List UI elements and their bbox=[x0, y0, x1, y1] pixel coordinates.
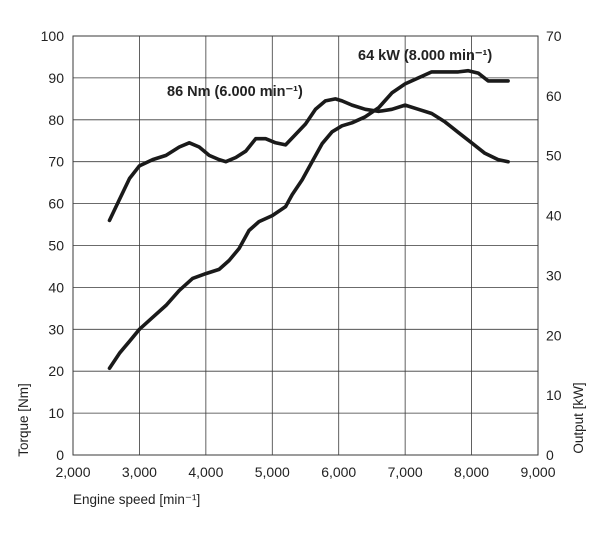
y-tick-label-right: 20 bbox=[546, 327, 562, 343]
y-tick-label-left: 60 bbox=[48, 196, 64, 212]
series-group bbox=[107, 68, 510, 371]
y-axis-title-right: Output [kW] bbox=[571, 382, 586, 453]
plot-frame bbox=[72, 35, 539, 456]
x-tick-label: 4,000 bbox=[188, 464, 223, 480]
y-tick-label-right: 50 bbox=[546, 148, 562, 164]
y-tick-label-left: 70 bbox=[48, 154, 64, 170]
y-tick-label-left: 100 bbox=[41, 28, 65, 44]
grid bbox=[72, 35, 539, 456]
x-tick-label: 5,000 bbox=[255, 464, 290, 480]
y-tick-label-left: 20 bbox=[48, 363, 64, 379]
x-tick-label: 8,000 bbox=[454, 464, 489, 480]
y-tick-label-left: 90 bbox=[48, 70, 64, 86]
y-axis-title-left: Torque [Nm] bbox=[16, 383, 31, 457]
y-tick-label-right: 40 bbox=[546, 208, 562, 224]
y-tick-label-right: 0 bbox=[546, 447, 554, 463]
x-tick-label: 7,000 bbox=[388, 464, 423, 480]
y-tick-label-left: 10 bbox=[48, 405, 64, 421]
power-peak-annotation: 64 kW (8.000 min⁻¹) bbox=[358, 48, 492, 64]
y-tick-label-left: 40 bbox=[48, 279, 64, 295]
y-tick-label-right: 70 bbox=[546, 28, 562, 44]
torque-peak-annotation: 86 Nm (6.000 min⁻¹) bbox=[167, 84, 303, 100]
y-tick-label-left: 0 bbox=[56, 447, 64, 463]
output-line bbox=[107, 68, 510, 371]
y-tick-label-left: 50 bbox=[48, 238, 64, 254]
x-tick-label: 2,000 bbox=[55, 464, 90, 480]
y-tick-label-right: 60 bbox=[546, 88, 562, 104]
x-axis-title: Engine speed [min⁻¹] bbox=[73, 492, 200, 507]
y-tick-label-left: 30 bbox=[48, 321, 64, 337]
y-tick-label-left: 80 bbox=[48, 112, 64, 128]
x-tick-label: 3,000 bbox=[122, 464, 157, 480]
torque-line bbox=[107, 97, 510, 223]
x-tick-label: 9,000 bbox=[520, 464, 555, 480]
y-tick-label-right: 30 bbox=[546, 267, 562, 283]
y-tick-label-right: 10 bbox=[546, 387, 562, 403]
x-tick-label: 6,000 bbox=[321, 464, 356, 480]
